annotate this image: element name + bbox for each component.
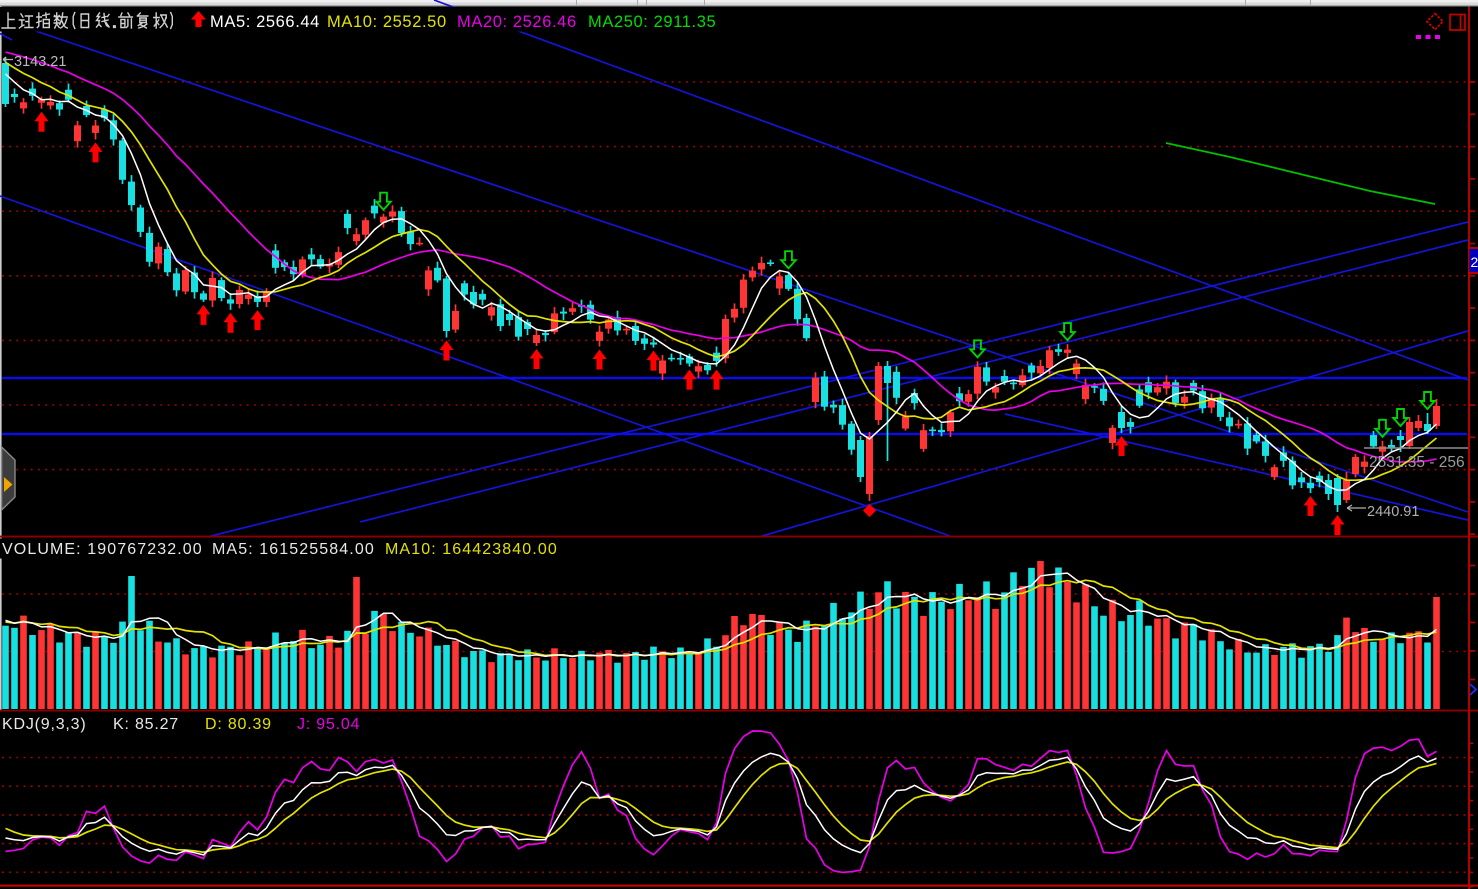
svg-text:3143.21: 3143.21 (14, 54, 66, 70)
svg-text:MA10: 2552.50: MA10: 2552.50 (327, 13, 447, 31)
svg-text:2440.91: 2440.91 (1367, 504, 1419, 520)
svg-text:MA5: 161525584.00: MA5: 161525584.00 (212, 541, 375, 558)
svg-text:MA5: 2566.44: MA5: 2566.44 (210, 13, 320, 31)
svg-text:2: 2 (1471, 254, 1478, 270)
svg-text:MA20: 2526.46: MA20: 2526.46 (457, 13, 577, 31)
svg-text:VOLUME: 190767232.00: VOLUME: 190767232.00 (2, 541, 203, 558)
svg-text:D: 80.39: D: 80.39 (205, 716, 272, 733)
svg-text:J: 95.04: J: 95.04 (297, 716, 360, 733)
svg-text:K: 85.27: K: 85.27 (113, 716, 179, 733)
svg-text:MA250: 2911.35: MA250: 2911.35 (588, 13, 716, 31)
svg-text:2531.35 - 256: 2531.35 - 256 (1369, 454, 1465, 471)
svg-text:MA10: 164423840.00: MA10: 164423840.00 (385, 541, 558, 558)
svg-text:KDJ(9,3,3): KDJ(9,3,3) (2, 716, 86, 733)
